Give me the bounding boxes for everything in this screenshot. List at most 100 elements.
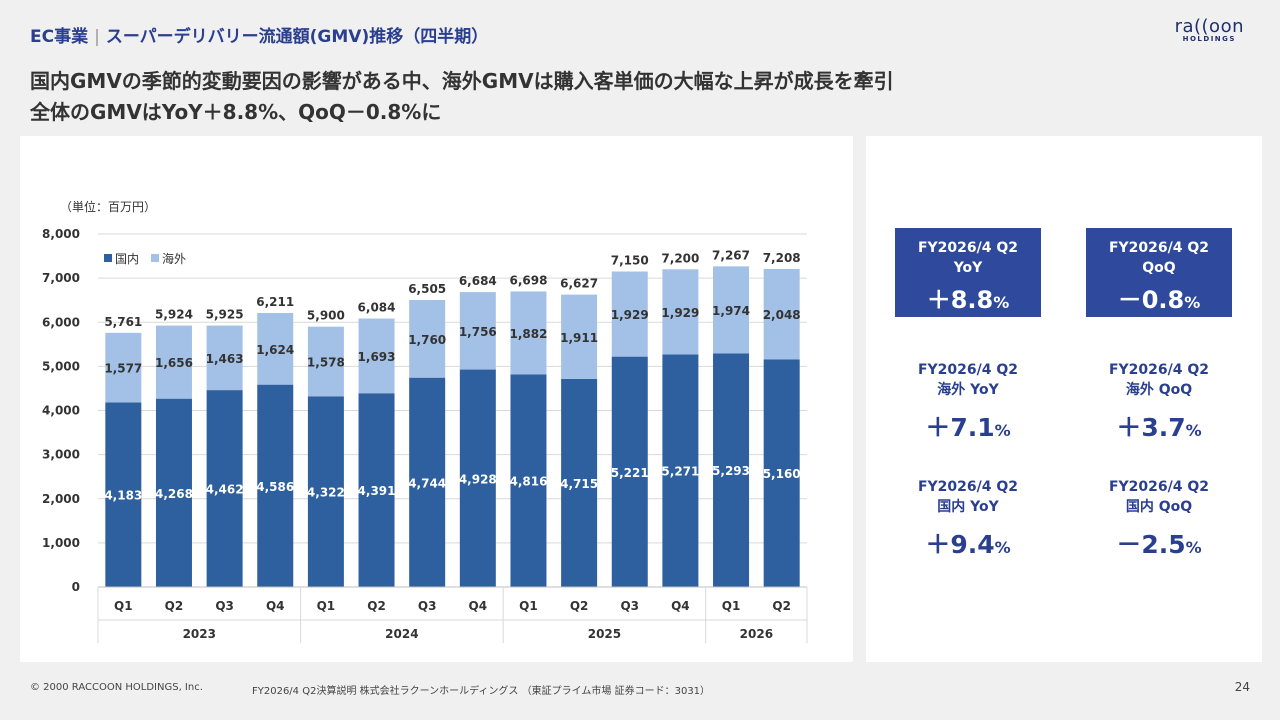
kpi-domestic-qoq: FY2026/4 Q2 国内 QoQ －2.5%: [1086, 477, 1232, 561]
title-separator: |: [94, 27, 100, 47]
data-label-domestic: 4,816: [509, 475, 547, 489]
kpi-panel: FY2026/4 Q2 YoY ＋8.8% FY2026/4 Q2 QoQ －0.8…: [866, 136, 1262, 662]
page-number: 24: [1234, 680, 1250, 694]
bar-overseas: [713, 266, 750, 354]
y-tick-label: 2,000: [42, 492, 80, 506]
kpi-value: ＋8.8%: [926, 286, 1010, 314]
x-tick-label: Q2: [165, 599, 184, 613]
kpi-value: ＋9.4%: [925, 530, 1011, 559]
data-label-total: 5,925: [206, 308, 244, 322]
data-label-domestic: 4,586: [256, 480, 294, 494]
data-label-total: 6,505: [408, 282, 446, 296]
x-tick-label: Q3: [215, 599, 234, 613]
x-tick-label: Q2: [772, 599, 791, 613]
legend-swatch-domestic: [104, 254, 112, 262]
bar-domestic: [257, 384, 294, 587]
data-label-total: 6,084: [358, 301, 396, 315]
data-label-overseas: 1,760: [408, 333, 446, 347]
gmv-chart: （単位：百万円） 0 1,000 2,000 3,000 4,000 5,000 6,000 7…: [42, 199, 808, 643]
data-label-overseas: 1,756: [459, 325, 497, 339]
bar-domestic: [662, 354, 699, 587]
bar-domestic: [713, 353, 750, 587]
data-label-total: 7,208: [763, 251, 801, 265]
bar-overseas: [358, 318, 395, 394]
kpi-label-6: FY2026/4 Q2 国内 QoQ: [1108, 479, 1210, 515]
bar-overseas: [459, 292, 496, 370]
x-tick-label: Q1: [519, 599, 538, 613]
kpi-value: －0.8%: [1117, 286, 1201, 314]
legend-swatch-overseas: [151, 254, 159, 262]
bar-domestic: [105, 402, 142, 587]
kpi-total-yoy: FY2026/4 Q2 YoY ＋8.8%: [895, 228, 1041, 317]
data-label-overseas: 1,577: [104, 362, 142, 376]
x-tick-label: Q4: [266, 599, 285, 613]
y-tick-label: 5,000: [42, 359, 80, 373]
data-label-overseas: 1,911: [560, 331, 598, 345]
headline: 国内GMVの季節的変動要因の影響がある中、海外GMVは購入客単価の大幅な上昇が成…: [30, 66, 894, 128]
logo-mark: ra((oon: [1174, 16, 1244, 37]
kpi-label-1: FY2026/4 Q2 YoY: [917, 240, 1019, 276]
y-tick-label: 3,000: [42, 448, 80, 462]
data-label-domestic: 5,221: [611, 466, 649, 480]
x-tick-label: Q4: [469, 599, 488, 613]
x-tick-label: Q3: [418, 599, 437, 613]
data-label-domestic: 5,293: [712, 464, 750, 478]
y-tick-label: 1,000: [42, 536, 80, 550]
unit-label: （単位：百万円）: [60, 199, 156, 214]
data-label-overseas: 1,624: [256, 343, 294, 357]
data-label-total: 5,761: [104, 315, 142, 329]
kpi-total-qoq: FY2026/4 Q2 QoQ －0.8%: [1086, 228, 1232, 317]
bar-overseas: [257, 312, 294, 385]
x-tick-label: Q1: [114, 599, 133, 613]
bar-overseas: [662, 269, 699, 355]
kpi-value: ＋7.1%: [925, 413, 1011, 442]
x-tick-label: Q1: [317, 599, 336, 613]
data-label-overseas: 1,929: [661, 306, 699, 320]
data-label-domestic: 4,744: [408, 476, 446, 490]
kpi-label-4: FY2026/4 Q2 海外 QoQ: [1108, 362, 1210, 398]
data-label-overseas: 1,463: [206, 352, 244, 366]
bar-overseas: [763, 268, 800, 360]
x-tick-label: Q4: [671, 599, 690, 613]
x-tick-label: Q1: [722, 599, 741, 613]
data-label-total: 7,267: [712, 248, 750, 262]
logo-subtext: HOLDINGS: [1182, 35, 1236, 43]
y-tick-label: 4,000: [42, 404, 80, 418]
kpi-label-5: FY2026/4 Q2 国内 YoY: [917, 479, 1019, 515]
y-tick-label: 0: [72, 580, 80, 594]
kpi-label-2: FY2026/4 Q2 QoQ: [1108, 240, 1210, 276]
data-label-overseas: 2,048: [763, 308, 801, 322]
chart-panel: （単位：百万円） 0 1,000 2,000 3,000 4,000 5,000 6,000 7…: [20, 136, 853, 662]
bar-domestic: [561, 378, 598, 587]
bar-overseas: [155, 325, 192, 399]
bar-domestic: [358, 393, 395, 587]
data-label-overseas: 1,578: [307, 355, 345, 369]
company-logo: ra((oon HOLDINGS: [1175, 16, 1244, 43]
year-label: 2023: [183, 627, 216, 641]
legend-label-overseas: 海外: [162, 251, 186, 266]
data-label-overseas: 1,882: [509, 327, 547, 341]
data-label-total: 6,627: [560, 277, 598, 291]
bar-domestic: [763, 359, 800, 587]
x-tick-label: Q2: [570, 599, 589, 613]
data-label-total: 5,924: [155, 308, 193, 322]
document-info: FY2026/4 Q2決算説明 株式会社ラクーンホールディングス （東証プライム…: [252, 686, 711, 697]
section-label: EC事業: [30, 27, 89, 47]
page-title: EC事業 | スーパーデリバリー流通額(GMV)推移（四半期）: [30, 22, 488, 47]
bar-domestic: [307, 396, 344, 587]
bar-domestic: [510, 374, 547, 587]
kpi-value: ＋3.7%: [1116, 413, 1202, 442]
data-label-domestic: 4,268: [155, 487, 193, 501]
bar-overseas: [510, 291, 547, 375]
data-label-domestic: 5,160: [763, 467, 801, 481]
bar-overseas: [105, 332, 142, 403]
kpi-domestic-yoy: FY2026/4 Q2 国内 YoY ＋9.4%: [895, 477, 1041, 561]
legend-label-domestic: 国内: [115, 252, 139, 266]
headline-line-2: 全体のGMVはYoY＋8.8%、QoQ－0.8%に: [30, 100, 442, 124]
bar-overseas: [561, 294, 598, 379]
copyright: © 2000 RACCOON HOLDINGS, Inc.: [30, 682, 203, 693]
data-label-domestic: 4,322: [307, 486, 345, 500]
data-label-total: 6,684: [459, 274, 497, 288]
x-tick-label: Q3: [620, 599, 639, 613]
data-label-total: 7,200: [661, 251, 699, 265]
